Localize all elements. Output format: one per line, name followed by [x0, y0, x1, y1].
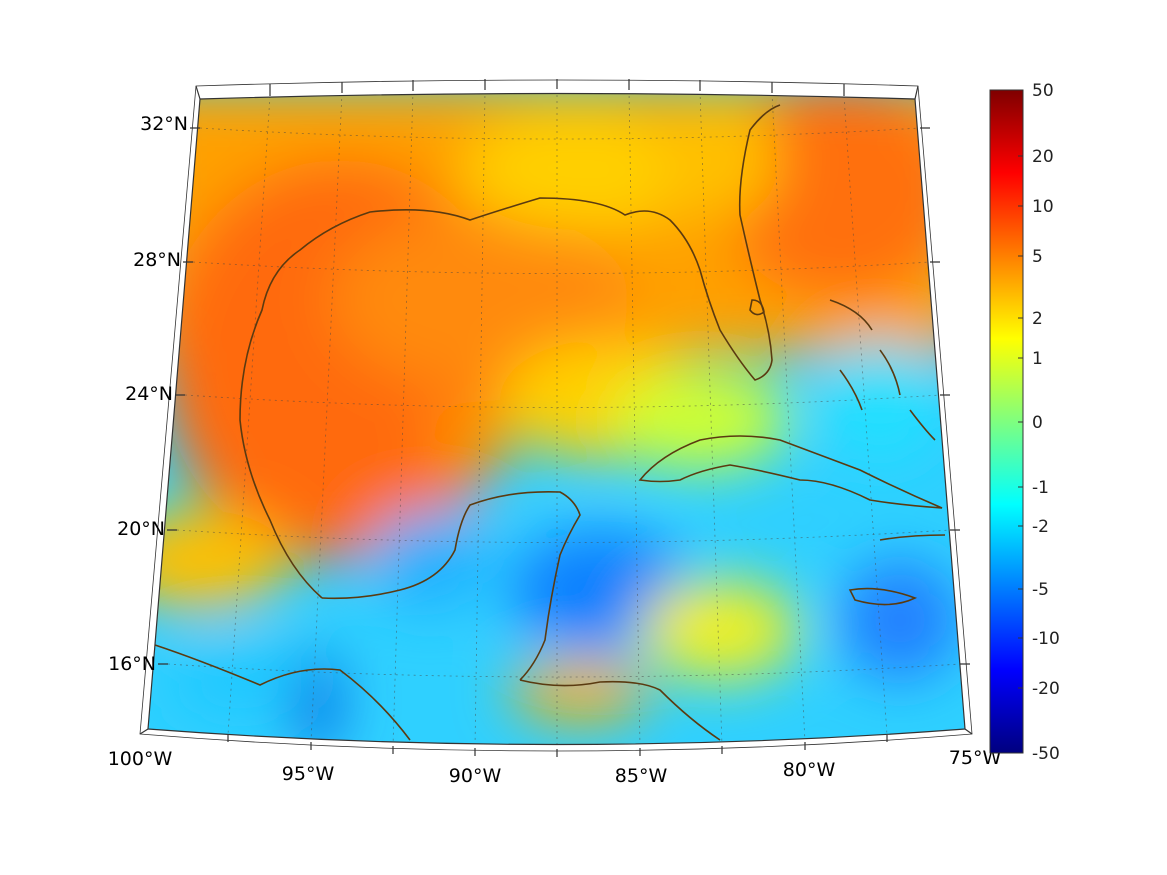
lon-label-75w: 75°W [949, 747, 1002, 769]
colorbar-ticks [1018, 89, 1023, 754]
colorbar-label-50: 50 [1032, 81, 1054, 101]
colorbar-label-10: 10 [1032, 197, 1054, 217]
colorbar-label-20: 20 [1032, 147, 1054, 167]
colorbar: 50 20 10 5 2 1 0 -1 -2 -5 -10 -20 -50 [989, 81, 1060, 764]
lon-label-85w: 85°W [615, 765, 668, 787]
lat-label-32n: 32°N [140, 113, 188, 135]
map-frame [139, 79, 973, 757]
data-field [148, 93, 965, 745]
graticule [167, 93, 961, 745]
colorbar-label-5: 5 [1032, 247, 1043, 267]
longitude-labels: 100°W 95°W 90°W 85°W 80°W 75°W [108, 747, 1002, 787]
colorbar-label-1: 1 [1032, 349, 1043, 369]
colorbar-label-neg2: -2 [1032, 517, 1049, 537]
lat-label-20n: 20°N [117, 518, 165, 540]
lon-label-95w: 95°W [282, 763, 335, 785]
lon-label-80w: 80°W [783, 759, 836, 781]
colorbar-label-neg20: -20 [1032, 679, 1060, 699]
colorbar-label-neg5: -5 [1032, 580, 1049, 600]
colorbar-label-0: 0 [1032, 413, 1043, 433]
colorbar-bar [989, 89, 1024, 754]
lat-label-28n: 28°N [133, 249, 181, 271]
lon-label-90w: 90°W [449, 765, 502, 787]
lon-label-100w: 100°W [108, 748, 173, 770]
latitude-labels: 16°N 20°N 24°N 28°N 32°N [108, 113, 188, 675]
coastlines [154, 104, 946, 741]
colorbar-label-neg1: -1 [1032, 478, 1049, 498]
lat-label-16n: 16°N [108, 653, 156, 675]
lat-label-24n: 24°N [125, 383, 173, 405]
colorbar-label-2: 2 [1032, 309, 1043, 329]
colorbar-label-neg10: -10 [1032, 629, 1060, 649]
colorbar-label-neg50: -50 [1032, 744, 1060, 764]
